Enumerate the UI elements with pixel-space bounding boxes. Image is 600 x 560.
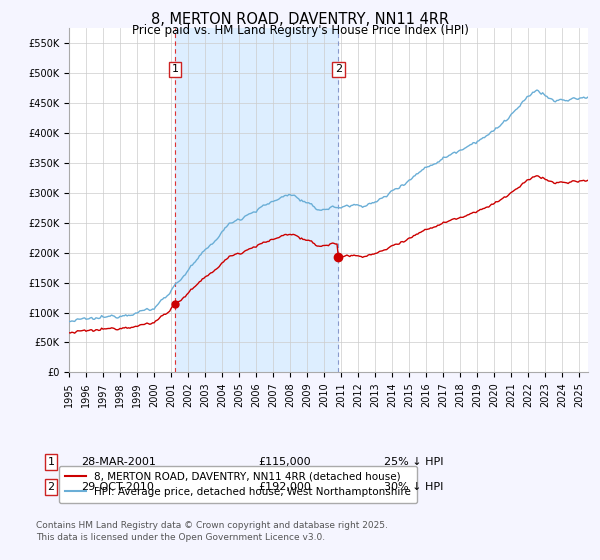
Text: 1: 1 — [172, 64, 178, 74]
Text: 29-OCT-2010: 29-OCT-2010 — [81, 482, 154, 492]
Text: 2: 2 — [335, 64, 342, 74]
Legend: 8, MERTON ROAD, DAVENTRY, NN11 4RR (detached house), HPI: Average price, detache: 8, MERTON ROAD, DAVENTRY, NN11 4RR (deta… — [59, 465, 417, 503]
Text: 1: 1 — [47, 457, 55, 467]
Text: £192,000: £192,000 — [258, 482, 311, 492]
Text: 2: 2 — [47, 482, 55, 492]
Text: Contains HM Land Registry data © Crown copyright and database right 2025.: Contains HM Land Registry data © Crown c… — [36, 521, 388, 530]
Text: Price paid vs. HM Land Registry's House Price Index (HPI): Price paid vs. HM Land Registry's House … — [131, 24, 469, 36]
Text: £115,000: £115,000 — [258, 457, 311, 467]
Text: 30% ↓ HPI: 30% ↓ HPI — [384, 482, 443, 492]
Text: 25% ↓ HPI: 25% ↓ HPI — [384, 457, 443, 467]
Text: 28-MAR-2001: 28-MAR-2001 — [81, 457, 156, 467]
Text: 8, MERTON ROAD, DAVENTRY, NN11 4RR: 8, MERTON ROAD, DAVENTRY, NN11 4RR — [151, 12, 449, 27]
Text: This data is licensed under the Open Government Licence v3.0.: This data is licensed under the Open Gov… — [36, 533, 325, 542]
Bar — [175, 28, 338, 372]
